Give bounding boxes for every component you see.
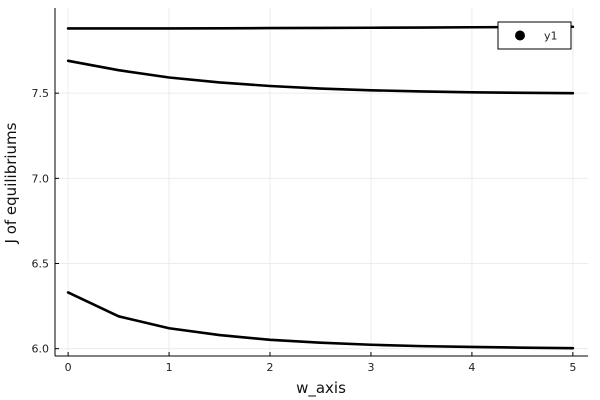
series-line-1 [66, 25, 575, 30]
x-tick-label: 3 [367, 361, 374, 374]
legend-label-y1: y1 [544, 30, 558, 43]
legend-box [497, 21, 572, 50]
x-tick-label: 0 [65, 361, 72, 374]
x-tick-label: 1 [166, 361, 173, 374]
legend: y1 [497, 21, 572, 50]
grid [55, 8, 588, 356]
legend-marker-y1 [515, 30, 525, 41]
axes [54, 8, 588, 357]
x-tick-label: 2 [267, 361, 274, 374]
series-line-3 [66, 291, 575, 350]
x-axis-title: w_axis [296, 379, 346, 398]
y-tick-label: 7.5 [32, 87, 50, 100]
y-tick-label: 6.5 [32, 258, 50, 271]
x-tick-label: 4 [468, 361, 475, 374]
y-tick-label: 6.0 [32, 343, 50, 356]
y-axis-title: J of equilibriums [2, 122, 20, 244]
x-tick-label: 5 [569, 361, 576, 374]
y-tick-label: 7.0 [32, 172, 50, 185]
ticks: 0 1 2 3 4 5 6.0 6.5 7.0 7.5 [32, 87, 577, 374]
series-lines [66, 25, 575, 350]
series-line-2 [66, 59, 575, 95]
